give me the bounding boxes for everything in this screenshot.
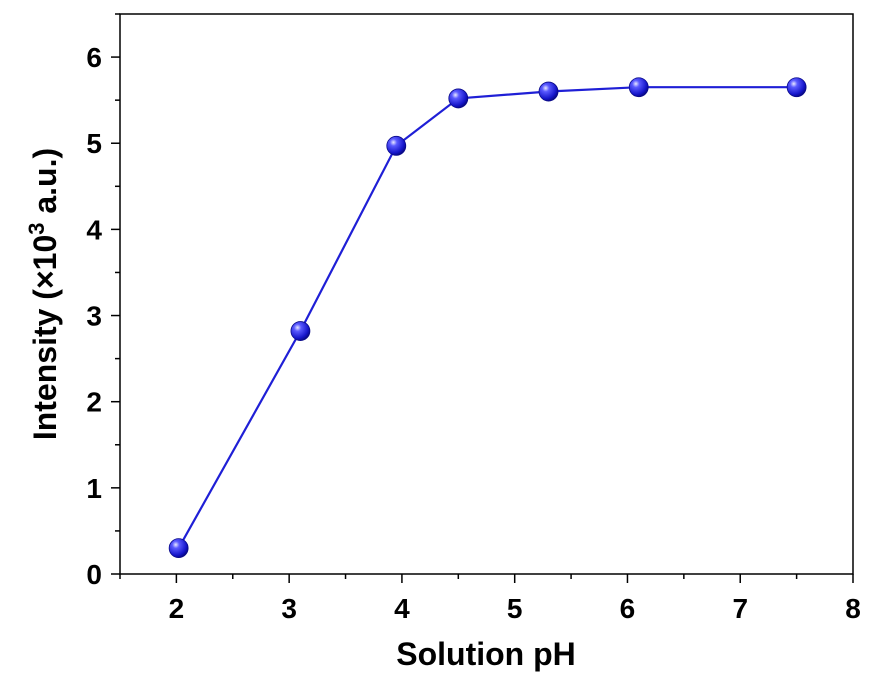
y-tick-label: 1 xyxy=(86,473,102,504)
data-point xyxy=(168,538,189,559)
x-tick-label: 7 xyxy=(732,593,748,624)
x-axis-title: Solution pH xyxy=(396,636,576,672)
y-axis-title-superscript: 3 xyxy=(24,223,49,235)
data-point xyxy=(628,77,649,98)
y-tick-label: 4 xyxy=(86,214,102,245)
y-axis-title: Intensity (×103 a.u.) xyxy=(24,148,63,440)
x-tick-label: 6 xyxy=(620,593,636,624)
y-tick-label: 5 xyxy=(86,128,102,159)
series-line xyxy=(177,86,797,549)
y-axis-title-suffix: a.u.) xyxy=(27,148,63,223)
y-axis-title-prefix: Intensity (×10 xyxy=(27,235,63,440)
y-tick-label: 3 xyxy=(86,301,102,332)
y-tick-label: 6 xyxy=(86,42,102,73)
x-tick-label: 2 xyxy=(169,593,185,624)
x-tick-label: 3 xyxy=(281,593,297,624)
plot-frame xyxy=(119,13,854,575)
y-tick-label: 0 xyxy=(86,559,102,590)
x-tick-label: 4 xyxy=(394,593,410,624)
data-point xyxy=(538,81,559,102)
y-axis-ticks: 0 1 2 3 4 5 6 xyxy=(86,13,120,590)
data-point xyxy=(386,135,407,156)
x-tick-label: 8 xyxy=(845,593,861,624)
x-axis-ticks: 2 3 4 5 6 7 8 xyxy=(119,574,861,624)
y-tick-label: 2 xyxy=(86,387,102,418)
data-point xyxy=(290,321,311,341)
series-group xyxy=(168,77,807,559)
x-tick-label: 5 xyxy=(507,593,523,624)
data-point xyxy=(448,88,469,109)
data-point xyxy=(786,77,807,98)
